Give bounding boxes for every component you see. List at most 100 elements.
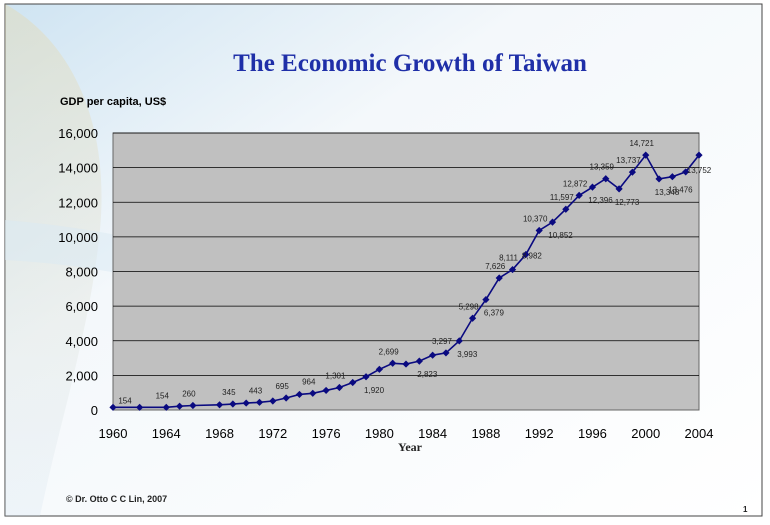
y-axis-ticks: 0 2,000 4,000 6,000 8,000 10,000 12,000 14,000 1… — [58, 126, 98, 418]
data-point — [136, 403, 144, 411]
data-label: 260 — [182, 389, 196, 398]
data-label: 695 — [275, 382, 289, 391]
data-point — [628, 168, 637, 176]
data-point — [442, 349, 450, 357]
data-point — [455, 337, 463, 345]
x-tick-label: 1980 — [365, 426, 394, 441]
data-labels: 154 154 260 345 443 695 964 1,301 1,920 2,699 2,82… — [118, 139, 711, 405]
data-label: 10,370 — [523, 214, 548, 223]
x-tick-label: 1988 — [471, 426, 500, 441]
x-tick-label: 1960 — [99, 426, 128, 441]
data-label: 13,752 — [687, 166, 712, 175]
page-number: 1 — [743, 505, 748, 514]
x-tick-label: 1976 — [312, 426, 341, 441]
data-point — [362, 373, 370, 381]
data-label: 154 — [156, 391, 170, 400]
y-tick-label: 0 — [91, 403, 98, 418]
y-tick-label: 14,000 — [58, 161, 98, 176]
chart-title: The Economic Growth of Taiwan — [233, 50, 587, 77]
data-label: 8,982 — [522, 251, 543, 260]
data-label: 13,476 — [668, 186, 693, 195]
data-label: 5,298 — [459, 302, 480, 311]
data-point — [269, 397, 277, 405]
data-point — [109, 403, 117, 411]
data-label: 1,920 — [364, 386, 385, 395]
y-axis-label: GDP per capita, US$ — [60, 96, 167, 108]
data-point — [415, 357, 423, 365]
data-point — [682, 168, 690, 176]
data-label: 13,359 — [590, 163, 615, 172]
x-tick-label: 1996 — [578, 426, 607, 441]
data-point — [322, 386, 330, 395]
data-label: 2,823 — [417, 370, 438, 379]
x-axis-label: Year — [398, 440, 422, 454]
data-point — [162, 403, 170, 411]
data-label: 154 — [118, 396, 132, 405]
data-label: 12,396 — [588, 196, 613, 205]
data-point — [375, 365, 383, 373]
data-label: 8,111 — [499, 254, 518, 263]
data-point — [575, 191, 583, 199]
data-point — [389, 359, 397, 367]
data-points — [109, 151, 703, 411]
data-point — [562, 205, 570, 213]
gridlines — [113, 132, 699, 376]
data-point — [482, 295, 490, 304]
x-tick-label: 1972 — [258, 426, 287, 441]
y-tick-label: 4,000 — [65, 334, 98, 349]
data-point — [522, 250, 530, 259]
data-point — [282, 394, 290, 402]
data-point — [668, 173, 676, 181]
data-point — [602, 175, 610, 183]
data-point — [468, 314, 477, 322]
data-label: 13,348 — [655, 188, 680, 197]
data-point — [495, 274, 503, 282]
data-point — [295, 390, 304, 399]
x-tick-label: 1968 — [205, 426, 234, 441]
data-point — [588, 183, 597, 191]
data-point — [175, 402, 184, 410]
data-point — [309, 389, 317, 397]
data-point — [242, 399, 250, 407]
x-tick-label: 1964 — [152, 426, 181, 441]
x-tick-label: 1992 — [525, 426, 554, 441]
data-label: 3,297 — [432, 337, 453, 346]
data-point — [189, 401, 197, 410]
data-point — [349, 378, 357, 387]
y-tick-label: 6,000 — [65, 299, 98, 314]
y-tick-label: 8,000 — [65, 265, 98, 280]
data-label: 6,379 — [484, 309, 505, 318]
y-tick-label: 2,000 — [65, 368, 98, 383]
footer-credit: © Dr. Otto C C Lin, 2007 — [66, 494, 168, 504]
data-label: 2,699 — [379, 347, 400, 356]
data-label: 964 — [302, 377, 316, 386]
data-point — [508, 265, 517, 274]
data-point — [402, 360, 410, 368]
data-point — [429, 351, 437, 359]
x-tick-label: 2004 — [685, 426, 714, 441]
data-point — [335, 383, 344, 392]
data-label: 345 — [222, 388, 236, 397]
data-label: 14,721 — [629, 139, 654, 148]
data-label: 13,737 — [616, 156, 641, 165]
data-point — [255, 398, 264, 406]
data-point — [535, 226, 543, 235]
data-point — [642, 151, 650, 159]
data-point — [695, 151, 703, 159]
y-tick-label: 10,000 — [58, 230, 98, 245]
data-label: 12,872 — [563, 179, 588, 188]
data-point — [229, 400, 237, 408]
x-tick-label: 2000 — [631, 426, 660, 441]
data-point — [215, 401, 224, 409]
data-point — [655, 175, 663, 183]
x-tick-label: 1984 — [418, 426, 447, 441]
x-axis-ticks: 1960 1964 1968 1972 1976 1980 1984 1988 1992 1996… — [99, 426, 714, 441]
data-label: 11,597 — [550, 193, 574, 202]
data-point — [615, 185, 623, 193]
data-label: 7,626 — [485, 262, 506, 271]
y-tick-label: 12,000 — [58, 195, 98, 210]
y-tick-label: 16,000 — [58, 126, 98, 141]
data-label: 1,301 — [325, 371, 346, 380]
data-label: 443 — [249, 386, 263, 395]
